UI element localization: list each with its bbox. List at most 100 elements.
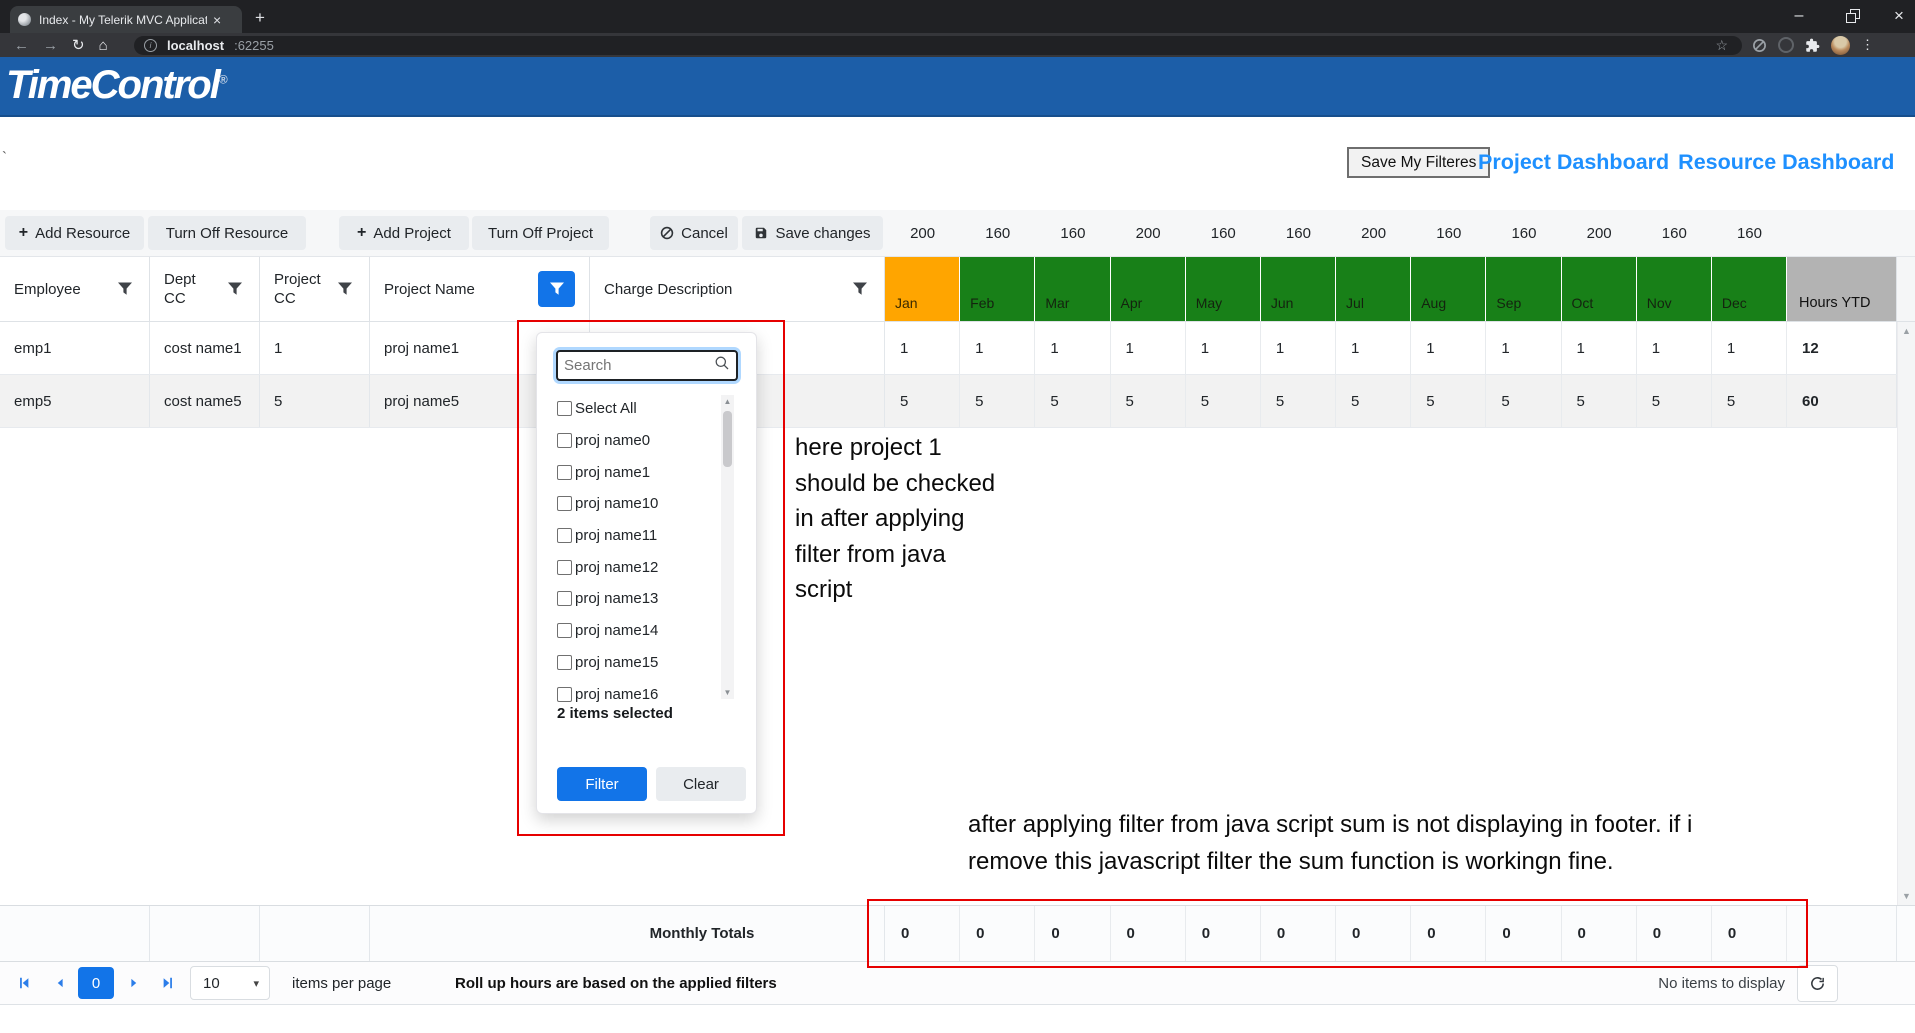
filter-list-item[interactable]: proj name10 bbox=[537, 488, 758, 520]
cancel-button[interactable]: Cancel bbox=[650, 216, 738, 250]
month-cell[interactable]: 5 bbox=[885, 375, 961, 427]
filter-list-item[interactable]: proj name1 bbox=[537, 456, 758, 488]
column-header-month[interactable]: Nov bbox=[1636, 257, 1711, 321]
pager-current-page[interactable]: 0 bbox=[78, 967, 114, 999]
column-header-month[interactable]: Jun bbox=[1260, 257, 1336, 321]
month-cell[interactable]: 1 bbox=[1336, 322, 1412, 374]
pager-last-button[interactable] bbox=[152, 967, 184, 999]
checkbox[interactable] bbox=[557, 654, 572, 670]
month-cell[interactable]: 5 bbox=[1111, 375, 1186, 427]
reload-icon[interactable]: ↻ bbox=[72, 36, 85, 54]
save-changes-button[interactable]: Save changes bbox=[742, 216, 883, 250]
column-header-month[interactable]: Apr bbox=[1110, 257, 1185, 321]
search-input[interactable] bbox=[558, 357, 714, 374]
filter-list-item[interactable]: proj name12 bbox=[537, 551, 758, 583]
month-cell[interactable]: 5 bbox=[1486, 375, 1562, 427]
filter-list-scrollbar[interactable]: ▲ ▼ bbox=[721, 395, 734, 699]
checkbox[interactable] bbox=[557, 496, 572, 512]
page-size-dropdown[interactable]: 10 ▾ bbox=[190, 966, 270, 1000]
column-header-month[interactable]: Feb bbox=[960, 257, 1035, 321]
filter-list-item[interactable]: proj name13 bbox=[537, 583, 758, 615]
month-cell[interactable]: 1 bbox=[1411, 322, 1487, 374]
month-cell[interactable]: 1 bbox=[960, 322, 1036, 374]
add-project-button[interactable]: + Add Project bbox=[339, 216, 469, 250]
column-header-hours-ytd[interactable]: Hours YTD bbox=[1787, 257, 1897, 321]
checkbox[interactable] bbox=[557, 591, 572, 607]
back-icon[interactable]: ← bbox=[14, 36, 29, 54]
checkbox[interactable] bbox=[557, 401, 572, 417]
column-header-project-name[interactable]: Project Name bbox=[370, 257, 590, 321]
checkbox[interactable] bbox=[557, 528, 572, 544]
pager-first-button[interactable] bbox=[8, 967, 40, 999]
month-cell[interactable]: 1 bbox=[1712, 322, 1788, 374]
active-filter-button[interactable] bbox=[538, 271, 575, 307]
filter-funnel-icon[interactable] bbox=[117, 281, 133, 297]
filter-list-item[interactable]: proj name16 bbox=[537, 678, 758, 705]
filter-clear-button[interactable]: Clear bbox=[656, 767, 746, 801]
new-tab-button[interactable]: + bbox=[255, 8, 265, 27]
scrollbar-thumb[interactable] bbox=[723, 411, 732, 467]
window-minimize-button[interactable]: – bbox=[1794, 7, 1804, 24]
filter-list-item[interactable]: proj name15 bbox=[537, 647, 758, 679]
scroll-down-icon[interactable]: ▼ bbox=[1902, 891, 1911, 901]
tab-close-icon[interactable]: × bbox=[213, 11, 222, 28]
bookmark-star-icon[interactable]: ☆ bbox=[1715, 36, 1728, 53]
resource-dashboard-link[interactable]: Resource Dashboard bbox=[1678, 150, 1895, 174]
month-cell[interactable]: 1 bbox=[1637, 322, 1712, 374]
grid-vertical-scrollbar[interactable]: ▲ ▼ bbox=[1897, 322, 1915, 905]
month-cell[interactable]: 5 bbox=[1035, 375, 1111, 427]
checkbox[interactable] bbox=[557, 623, 572, 639]
column-header-month[interactable]: Mar bbox=[1035, 257, 1110, 321]
save-my-filters-button[interactable]: Save My Filteres bbox=[1347, 147, 1491, 178]
column-header-month[interactable]: Sep bbox=[1486, 257, 1561, 321]
month-cell[interactable]: 5 bbox=[1261, 375, 1337, 427]
month-cell[interactable]: 5 bbox=[960, 375, 1036, 427]
month-cell[interactable]: 1 bbox=[1111, 322, 1186, 374]
column-header-month[interactable]: May bbox=[1185, 257, 1260, 321]
column-header-employee[interactable]: Employee bbox=[0, 257, 150, 321]
month-cell[interactable]: 5 bbox=[1712, 375, 1788, 427]
pager-refresh-button[interactable] bbox=[1797, 965, 1838, 1002]
month-cell[interactable]: 1 bbox=[1261, 322, 1337, 374]
filter-funnel-icon[interactable] bbox=[227, 281, 243, 297]
pager-prev-button[interactable] bbox=[44, 967, 76, 999]
filter-list-item[interactable]: proj name0 bbox=[537, 425, 758, 457]
month-cell[interactable]: 5 bbox=[1186, 375, 1261, 427]
column-header-month[interactable]: Oct bbox=[1561, 257, 1636, 321]
column-header-project-cc[interactable]: Project CC bbox=[260, 257, 370, 321]
turn-off-resource-button[interactable]: Turn Off Resource bbox=[148, 216, 306, 250]
month-cell[interactable]: 1 bbox=[1486, 322, 1562, 374]
column-header-charge-description[interactable]: Charge Description bbox=[590, 257, 885, 321]
home-icon[interactable]: ⌂ bbox=[98, 36, 108, 54]
scroll-down-icon[interactable]: ▼ bbox=[723, 688, 732, 697]
checkbox[interactable] bbox=[557, 433, 572, 449]
column-header-month[interactable]: Dec bbox=[1711, 257, 1787, 321]
filter-apply-button[interactable]: Filter bbox=[557, 767, 647, 801]
month-cell[interactable]: 5 bbox=[1411, 375, 1487, 427]
month-cell[interactable]: 1 bbox=[885, 322, 961, 374]
forward-icon[interactable]: → bbox=[43, 36, 58, 54]
checkbox[interactable] bbox=[557, 464, 572, 480]
scroll-up-icon[interactable]: ▲ bbox=[1902, 326, 1911, 336]
column-header-dept-cc[interactable]: Dept CC bbox=[150, 257, 260, 321]
project-dashboard-link[interactable]: Project Dashboard bbox=[1478, 150, 1670, 174]
month-cell[interactable]: 5 bbox=[1637, 375, 1712, 427]
filter-list-item[interactable]: Select All bbox=[537, 393, 758, 425]
filter-funnel-icon[interactable] bbox=[852, 281, 868, 297]
extensions-puzzle-icon[interactable] bbox=[1805, 38, 1820, 53]
filter-list-item[interactable]: proj name14 bbox=[537, 615, 758, 647]
turn-off-project-button[interactable]: Turn Off Project bbox=[472, 216, 609, 250]
browser-tab[interactable]: Index - My Telerik MVC Applicatio × bbox=[10, 6, 242, 33]
media-control-icon[interactable] bbox=[1778, 37, 1794, 53]
add-resource-button[interactable]: + Add Resource bbox=[5, 216, 144, 250]
checkbox[interactable] bbox=[557, 559, 572, 575]
window-restore-button[interactable] bbox=[1838, 3, 1868, 29]
column-header-month[interactable]: Jul bbox=[1336, 257, 1411, 321]
blocked-icon[interactable] bbox=[1752, 38, 1767, 53]
month-cell[interactable]: 1 bbox=[1186, 322, 1261, 374]
month-cell[interactable]: 5 bbox=[1336, 375, 1412, 427]
filter-list-item[interactable]: proj name11 bbox=[537, 520, 758, 552]
scroll-up-icon[interactable]: ▲ bbox=[723, 397, 732, 406]
month-cell[interactable]: 1 bbox=[1035, 322, 1111, 374]
filter-search-box[interactable] bbox=[556, 350, 738, 381]
